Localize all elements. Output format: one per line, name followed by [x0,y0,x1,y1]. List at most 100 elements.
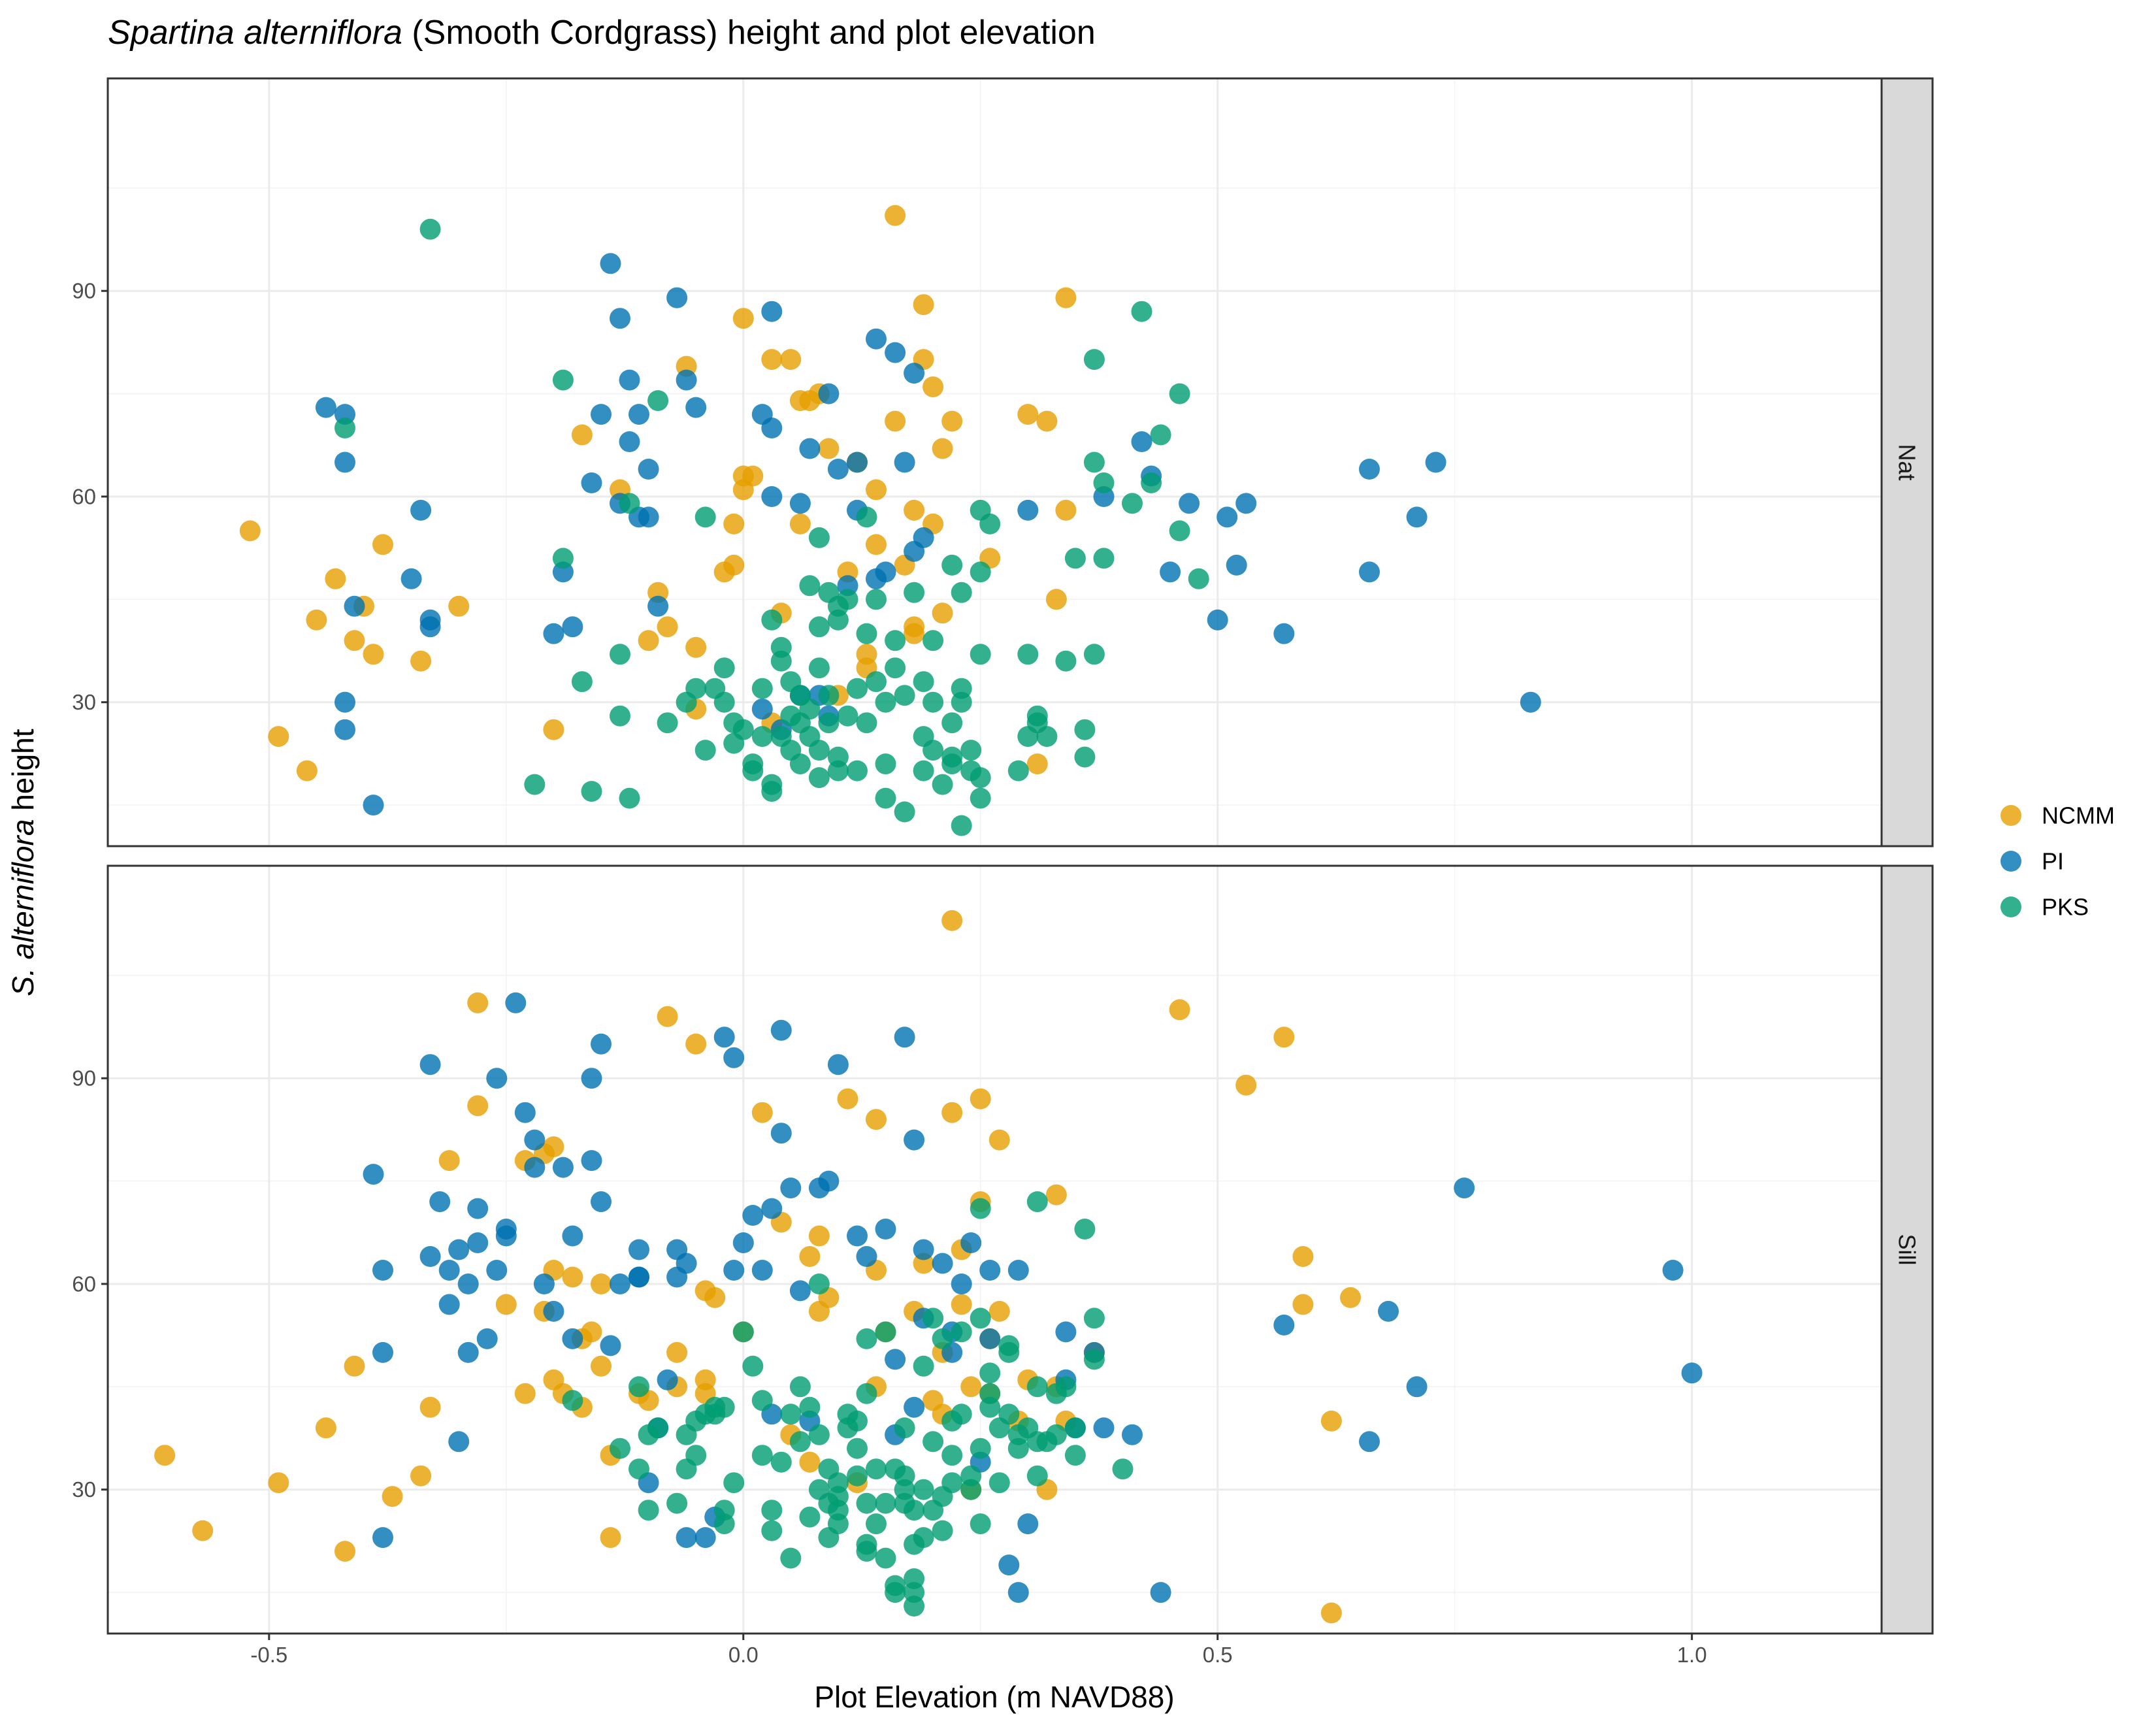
point-pks [923,740,944,761]
point-ncmm [268,726,289,748]
point-ncmm [932,602,953,624]
point-pi [344,595,365,617]
point-pks [885,657,906,679]
legend: NCMM PI PKS [2001,802,2115,921]
point-pks [837,705,858,727]
point-pks [1055,650,1077,672]
point-ncmm [723,554,745,576]
point-pi [591,404,612,425]
point-pi [1007,1582,1029,1603]
point-ncmm [192,1520,214,1541]
point-pks [1026,1465,1048,1487]
point-pks [335,418,355,438]
point-pks [732,1321,754,1343]
point-pks [923,1307,944,1329]
point-pi [657,1369,678,1390]
point-pks [647,1417,669,1439]
point-ncmm [543,1136,564,1158]
point-pks [1074,719,1096,740]
facet-panel-sill: Sill 30 60 90 -0.5 0.0 0.5 1.0 [72,864,1934,1667]
text-part: height [6,729,40,819]
facet-strip-label: Sill [1894,1234,1921,1265]
point-pi [438,1294,460,1315]
point-pi [543,1300,564,1322]
point-ncmm [154,1445,176,1466]
point-pks [932,1520,953,1541]
point-ncmm [325,568,346,589]
point-pks [923,1431,944,1453]
point-pks [970,787,991,809]
point-pks [875,753,896,775]
point-pks [847,1438,868,1459]
x-tick-label: 0.5 [1203,1643,1233,1667]
point-pi [533,1273,555,1294]
point-pi [1017,499,1039,521]
point-pks [629,1376,649,1398]
point-pks [629,1458,649,1480]
point-pi [904,363,925,384]
point-pks [885,1575,906,1596]
point-pi [723,1260,745,1281]
point-pks [1045,1424,1067,1445]
point-pks [780,1404,802,1425]
point-ncmm [799,1246,821,1267]
point-ncmm [694,1369,716,1390]
legend-key-pks [2001,896,2021,917]
point-pi [495,1219,517,1240]
point-ncmm [837,1088,858,1109]
legend-label-ncmm: NCMM [2042,802,2115,829]
point-pks [619,493,640,514]
point-ncmm [638,630,659,651]
point-pi [476,1328,498,1349]
facet-panels: Nat 30 60 90 Sill 30 60 90 -0.5 0.0 0.5 1.0 [72,77,1934,1667]
point-ncmm [988,1129,1010,1151]
point-pks [960,1479,982,1500]
point-pks [960,740,982,761]
point-pks [419,218,441,240]
point-pks [979,1362,1001,1384]
point-pi [932,1253,953,1274]
point-pi [1359,1431,1380,1453]
x-tick-label: 0.0 [728,1643,759,1667]
point-ncmm [372,534,393,555]
point-ncmm [344,630,365,651]
point-ncmm [382,1486,403,1507]
point-pks [685,678,707,699]
points [154,910,1703,1624]
point-ncmm [1320,1602,1342,1624]
y-tick-label: 90 [72,279,96,303]
point-ncmm [866,1109,887,1130]
point-ncmm [1320,1410,1342,1432]
point-pks [770,1451,792,1473]
point-pi [457,1341,479,1363]
point-pi [1122,1424,1143,1445]
point-pks [988,1472,1010,1494]
point-ncmm [685,636,707,658]
point-ncmm [732,308,754,329]
point-pi [666,287,688,308]
point-pi [335,691,355,713]
point-ncmm [1169,999,1190,1021]
point-pks [1150,424,1171,446]
point-pks [856,1492,877,1514]
facet-strip [1880,864,1934,1635]
point-pi [562,616,583,638]
point-ncmm [751,1102,773,1123]
point-pks [1083,644,1105,665]
point-pks [789,753,811,775]
point-pks [827,609,849,631]
point-pks [723,1472,745,1494]
point-pks [713,1396,735,1418]
point-pks [1064,1417,1086,1439]
point-pi [505,992,527,1013]
point-pi [1520,691,1541,713]
point-pks [552,369,574,391]
point-pks [941,1472,963,1494]
point-pi [1273,1314,1295,1336]
point-pks [1026,1376,1048,1398]
point-pi [885,1349,906,1370]
point-pi [780,1177,802,1199]
point-pi [400,568,422,589]
point-pi [979,1260,1001,1281]
